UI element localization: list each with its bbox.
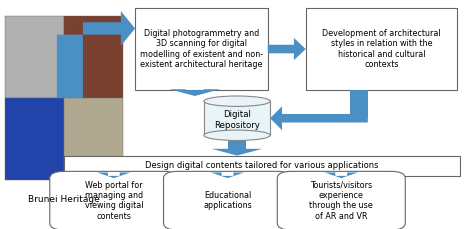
Polygon shape (211, 172, 244, 178)
Polygon shape (270, 106, 368, 130)
Polygon shape (325, 172, 358, 178)
Polygon shape (350, 90, 368, 118)
Polygon shape (212, 135, 262, 155)
FancyBboxPatch shape (135, 8, 268, 90)
Polygon shape (57, 11, 135, 98)
Text: Digital
Repository: Digital Repository (214, 110, 260, 130)
Text: Web portal for
managing and
viewing digital
contents: Web portal for managing and viewing digi… (84, 181, 143, 221)
Text: Design digital contents tailored for various applications: Design digital contents tailored for var… (145, 161, 379, 170)
FancyBboxPatch shape (64, 155, 460, 176)
Polygon shape (97, 172, 130, 178)
Ellipse shape (204, 96, 270, 106)
Text: Educational
applications: Educational applications (203, 191, 252, 210)
Polygon shape (170, 89, 220, 96)
FancyBboxPatch shape (277, 171, 405, 229)
FancyBboxPatch shape (204, 101, 270, 135)
Text: Development of architectural
styles in relation with the
historical and cultural: Development of architectural styles in r… (322, 29, 441, 69)
Ellipse shape (204, 130, 270, 141)
FancyBboxPatch shape (306, 8, 457, 90)
FancyBboxPatch shape (164, 171, 292, 229)
FancyBboxPatch shape (5, 16, 64, 98)
FancyBboxPatch shape (64, 16, 123, 98)
Text: Brunei Heritage: Brunei Heritage (28, 195, 100, 204)
FancyBboxPatch shape (5, 98, 64, 180)
Text: Digital photogrammetry and
3D scanning for digital
modelling of existent and non: Digital photogrammetry and 3D scanning f… (140, 29, 263, 69)
FancyBboxPatch shape (50, 171, 178, 229)
Polygon shape (268, 38, 306, 60)
Text: Tourists/visitors
experience
through the use
of AR and VR: Tourists/visitors experience through the… (310, 181, 373, 221)
FancyBboxPatch shape (64, 98, 123, 180)
